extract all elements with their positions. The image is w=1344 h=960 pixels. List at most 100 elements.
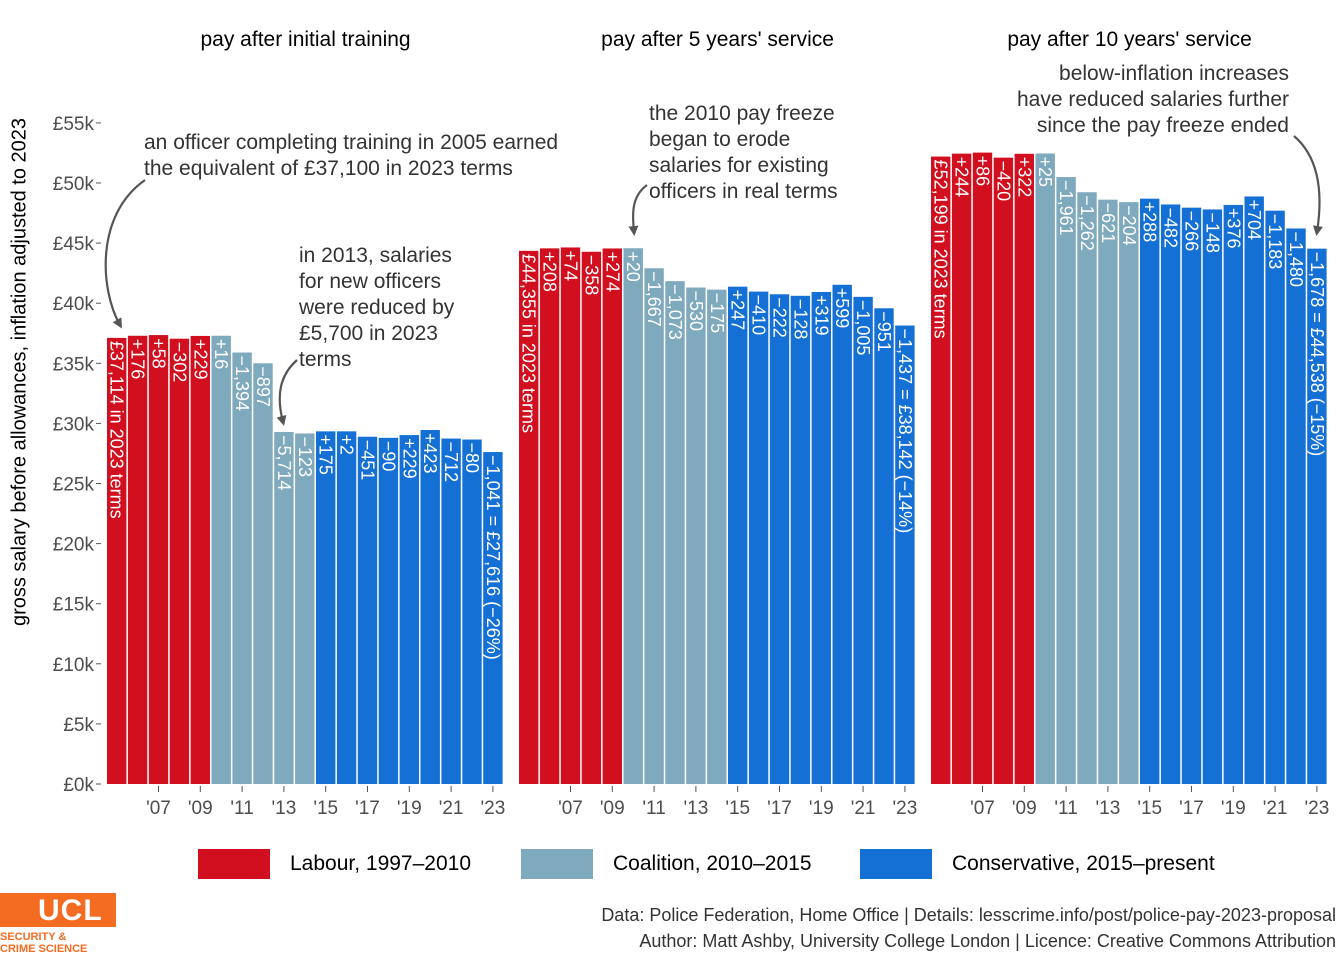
bar-label-2018: −128 <box>790 299 810 340</box>
bar-label-2016: −482 <box>1161 207 1181 248</box>
annotation-line: since the pay freeze ended <box>1037 114 1289 137</box>
bar-2012 <box>665 281 685 784</box>
bar-label-2023: −1,437 = £38,142 (−14%) <box>895 329 915 534</box>
x-tick-label: '15 <box>313 798 338 819</box>
annotation-3: the 2010 pay freeze began to erode salarie… <box>649 102 838 203</box>
bar-label-2017: −266 <box>1182 211 1202 252</box>
bar-2006 <box>539 248 560 785</box>
bar-2022 <box>874 308 894 784</box>
bar-label-2020: +423 <box>420 433 440 474</box>
bar-2017 <box>769 294 790 784</box>
bar-label-2014: −204 <box>1119 205 1139 246</box>
bar-label-2015: +175 <box>316 434 336 475</box>
panel-2: pay after 5 years' service £44,355 in 202… <box>519 28 918 819</box>
bar-label-2016: −410 <box>749 295 769 336</box>
legend-swatch-coalition <box>521 849 593 879</box>
bar-label-2010: +25 <box>1035 156 1055 187</box>
x-tick-label: '13 <box>684 798 709 819</box>
x-tick-label: '09 <box>600 798 625 819</box>
y-tick-label: £30k <box>53 414 95 435</box>
y-tick-label: £35k <box>53 354 95 375</box>
annotation-line: the equivalent of £37,100 in 2023 terms <box>144 157 513 180</box>
annotation-line: the 2010 pay freeze <box>649 102 835 125</box>
bar-label-2008: −358 <box>581 255 601 296</box>
x-tick-label: '23 <box>481 798 506 819</box>
y-tick-label: £55k <box>53 114 95 135</box>
bar-label-2007: +58 <box>149 338 169 369</box>
annotation-1: an officer completing training in 2005 e… <box>144 131 558 180</box>
bar-label-2018: −90 <box>378 441 398 472</box>
bar-2017 <box>1181 207 1202 784</box>
credits: Data: Police Federation, Home Office | D… <box>601 902 1336 954</box>
annotation-line: in 2013, salaries <box>299 244 452 267</box>
bar-label-2012: −1,073 <box>665 284 685 340</box>
bar-label-2019: +376 <box>1223 208 1243 249</box>
legend-label-conservative: Conservative, 2015–present <box>952 852 1215 875</box>
annotation-2: in 2013, salaries for new officers were re… <box>298 244 455 371</box>
bar-label-2007: +86 <box>973 156 993 187</box>
annotation-line: salaries for existing <box>649 154 829 177</box>
bar-2021 <box>441 438 461 784</box>
bar-label-2008: −302 <box>169 342 189 383</box>
x-tick-label: '19 <box>397 798 422 819</box>
panel-title: pay after initial training <box>200 28 410 51</box>
bar-2005 <box>519 250 539 784</box>
bar-2013 <box>274 431 294 784</box>
y-tick-label: £45k <box>53 234 95 255</box>
x-tick-label: '11 <box>230 798 253 819</box>
bar-2016 <box>748 291 769 784</box>
bar-2019 <box>811 291 831 784</box>
x-tick-label: '23 <box>893 798 918 819</box>
bar-label-2022: −1,480 <box>1286 231 1306 287</box>
ucl-logo-wordmark: UCL <box>38 894 103 927</box>
bar-2018 <box>790 295 811 784</box>
bar-label-2005: £37,114 in 2023 terms <box>107 341 127 519</box>
legend-item-conservative: Conservative, 2015–present <box>860 846 1215 882</box>
bar-2016 <box>336 431 357 784</box>
x-tick-label: '15 <box>725 798 750 819</box>
bar-2008 <box>169 338 190 784</box>
annotation-arrow <box>628 184 648 236</box>
x-tick-label: '13 <box>272 798 297 819</box>
bar-2009 <box>1014 153 1034 785</box>
bar-2021 <box>1265 210 1285 784</box>
x-tick-label: '13 <box>1096 798 1121 819</box>
y-tick-label: £10k <box>53 655 95 676</box>
bar-label-2017: −222 <box>770 297 790 338</box>
annotation-line: for new officers <box>299 270 441 293</box>
bar-label-2010: +16 <box>211 339 231 370</box>
annotation-line: £5,700 in 2023 <box>299 322 438 345</box>
bar-label-2015: +247 <box>728 290 748 331</box>
bar-2020 <box>420 429 440 784</box>
bar-2009 <box>190 335 210 784</box>
bar-2015 <box>1140 198 1160 785</box>
annotation-4: below-inflation increases have reduced sa… <box>1017 62 1289 137</box>
bar-label-2012: −1,262 <box>1077 195 1097 251</box>
bar-2010 <box>211 335 231 784</box>
x-tick-label: '15 <box>1137 798 1162 819</box>
panel-title: pay after 10 years' service <box>1007 28 1251 51</box>
x-tick-label: '09 <box>1012 798 1037 819</box>
bar-label-2013: −5,714 <box>274 435 294 491</box>
bar-label-2018: −148 <box>1202 212 1222 253</box>
bar-2019 <box>399 435 419 784</box>
y-tick-label: £0k <box>63 775 94 796</box>
bar-2012 <box>1077 192 1097 784</box>
annotation-arrow <box>104 179 146 329</box>
bar-label-2008: −420 <box>993 161 1013 202</box>
bar-label-2009: +274 <box>602 251 622 292</box>
bar-label-2011: −1,394 <box>232 356 252 412</box>
bar-2011 <box>644 268 664 784</box>
bar-2020 <box>1244 196 1264 784</box>
annotation-line: have reduced salaries further <box>1017 88 1289 111</box>
x-tick-label: '21 <box>851 798 876 819</box>
bar-2015 <box>728 286 748 784</box>
bar-label-2022: −951 <box>874 311 894 352</box>
bar-label-2013: −621 <box>1098 203 1118 244</box>
bar-2019 <box>1223 204 1243 784</box>
bar-2006 <box>951 153 972 785</box>
x-tick-label: '17 <box>767 798 792 819</box>
panels: pay after initial training £37,114 in 202… <box>104 28 1329 819</box>
bar-label-2016: +2 <box>337 434 357 455</box>
bar-label-2011: −1,667 <box>644 271 664 327</box>
